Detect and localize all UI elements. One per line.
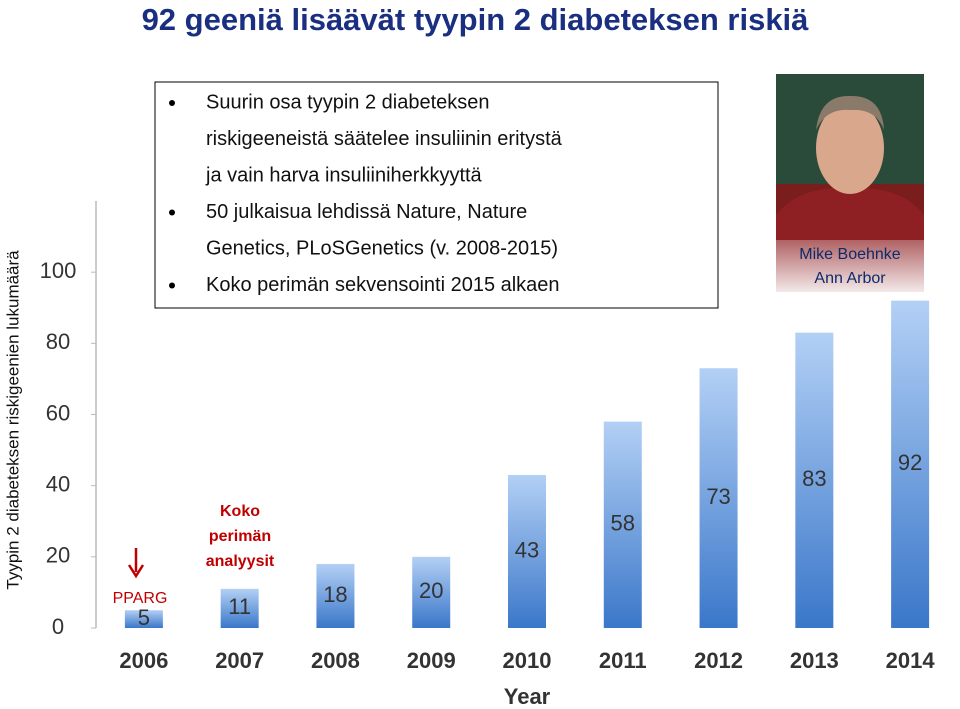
bar [412, 556, 451, 628]
photo-face [816, 102, 884, 194]
bar [220, 588, 259, 628]
photo [776, 74, 924, 292]
y-tick-label: 0 [52, 614, 64, 639]
bar [891, 300, 930, 628]
annotation: perimän [209, 528, 271, 545]
bar [795, 332, 834, 628]
x-tick-label: 2009 [407, 648, 456, 673]
y-axis-label: Tyypin 2 diabeteksen riskigeenien lukumä… [3, 250, 22, 590]
bar [124, 610, 163, 628]
y-tick-label: 20 [46, 543, 70, 568]
bar [699, 368, 738, 628]
value-label: 83 [802, 466, 826, 491]
y-tick-label: 40 [46, 471, 70, 496]
value-label: 18 [323, 582, 347, 607]
x-tick-label: 2006 [119, 648, 168, 673]
bar [603, 421, 642, 628]
y-tick-label: 80 [46, 329, 70, 354]
slide-title: 92 geeniä lisäävät tyypin 2 diabeteksen … [142, 2, 810, 37]
bullet-text: ja vain harva insuliiniherkkyyttä [205, 164, 483, 186]
pparg-arrow [127, 548, 145, 579]
x-tick-label: 2014 [886, 648, 936, 673]
y-tick-label: 60 [46, 400, 70, 425]
bullet-text: Suurin osa tyypin 2 diabeteksen [206, 91, 490, 113]
value-label: 11 [228, 594, 251, 619]
bullet-text: Genetics, PLoSGenetics (v. 2008-2015) [206, 237, 558, 259]
annotation: analyysit [206, 553, 275, 570]
value-label: 20 [419, 578, 443, 603]
photo-caption: Mike Boehnke [799, 246, 900, 263]
value-label: 58 [611, 511, 635, 536]
bullet-text: Koko perimän sekvensointi 2015 alkaen [206, 274, 560, 296]
bullet-box-frame [154, 81, 719, 309]
bar [508, 474, 546, 628]
x-tick-label: 2011 [599, 648, 647, 673]
bullet-dot [169, 209, 175, 216]
x-tick-label: 2008 [311, 648, 360, 673]
bullet-box: Suurin osa tyypin 2 diabeteksen riskigeen… [154, 81, 719, 309]
x-axis-label: Year [504, 684, 551, 709]
annotation: Koko [220, 503, 260, 520]
photo-hair [816, 95, 884, 130]
y-tick-label: 100 [40, 258, 77, 283]
bar [316, 563, 355, 628]
bullet-text: 50 julkaisua lehdissä Nature, Nature [206, 201, 527, 223]
photo-caption: Ann Arbor [814, 270, 886, 287]
x-tick-label: 2013 [790, 648, 839, 673]
x-tick-label: 2010 [503, 648, 552, 673]
bullet-dot [169, 282, 175, 289]
annotation: PPARG [113, 590, 168, 607]
bullet-text: riskigeeneistä säätelee insuliinin erity… [206, 128, 563, 150]
x-tick-label: 2012 [694, 648, 743, 673]
photo-caption-bg [776, 240, 924, 292]
value-label: 43 [515, 537, 539, 562]
x-tick-label: 2007 [215, 648, 264, 673]
value-label: 73 [706, 484, 730, 509]
bullet-dot [169, 100, 175, 106]
value-label: 92 [898, 450, 922, 475]
value-label: 5 [138, 605, 150, 630]
